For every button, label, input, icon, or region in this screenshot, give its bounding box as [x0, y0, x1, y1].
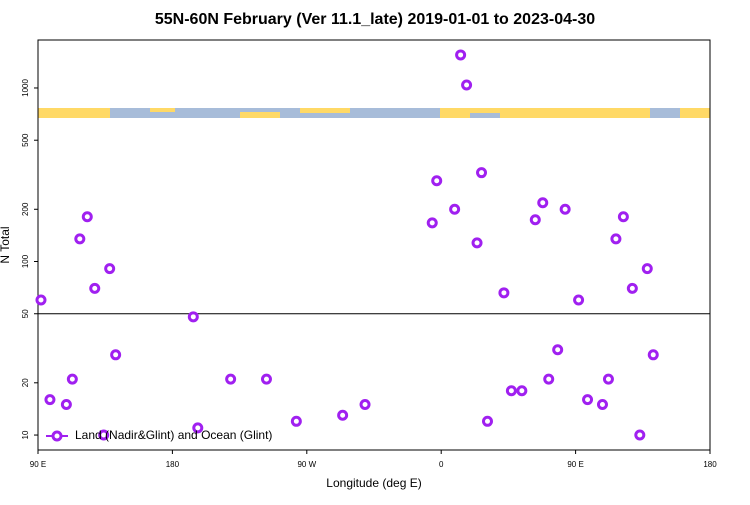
data-point — [455, 49, 467, 61]
data-point — [543, 373, 555, 385]
data-point — [516, 385, 528, 397]
y-tick-label: 1000 — [21, 79, 30, 97]
data-point — [225, 373, 237, 385]
y-axis-label: N Total — [0, 226, 12, 263]
data-point — [537, 197, 549, 209]
map-ocean — [470, 113, 500, 118]
x-tick-label: 90 W — [297, 460, 316, 469]
y-tick-label: 20 — [21, 378, 30, 387]
data-point — [89, 282, 101, 294]
data-point — [505, 385, 517, 397]
data-point — [617, 211, 629, 223]
x-tick-label: 180 — [166, 460, 180, 469]
y-tick-label: 500 — [21, 133, 30, 147]
x-tick-label: 90 E — [567, 460, 583, 469]
data-point — [481, 415, 493, 427]
data-point — [641, 263, 653, 275]
legend-marker — [51, 430, 63, 442]
data-point — [552, 344, 564, 356]
data-point — [582, 394, 594, 406]
map-land — [300, 108, 350, 113]
data-point — [290, 415, 302, 427]
data-point — [610, 233, 622, 245]
data-point — [596, 398, 608, 410]
data-point — [634, 429, 646, 441]
data-point — [461, 79, 473, 91]
map-ocean — [38, 108, 710, 118]
map-strip — [38, 108, 710, 118]
data-point — [104, 263, 116, 275]
x-axis-label: Longitude (deg E) — [326, 476, 421, 490]
plot-frame — [37, 39, 711, 451]
data-point — [44, 394, 56, 406]
data-point — [260, 373, 272, 385]
data-point — [647, 349, 659, 361]
y-tick-label: 100 — [21, 254, 30, 268]
y-tick-label: 10 — [21, 430, 30, 439]
x-tick-label: 90 E — [30, 460, 46, 469]
data-point — [476, 167, 488, 179]
data-point — [626, 282, 638, 294]
data-point — [192, 422, 204, 434]
y-tick-label: 200 — [21, 202, 30, 216]
data-point — [35, 294, 47, 306]
map-land — [38, 108, 110, 118]
map-land — [150, 108, 175, 112]
data-point — [60, 398, 72, 410]
data-point — [66, 373, 78, 385]
data-point — [187, 311, 199, 323]
data-point — [426, 217, 438, 229]
data-point — [431, 175, 443, 187]
data-point — [529, 214, 541, 226]
data-point — [559, 203, 571, 215]
chart-title: 55N-60N February (Ver 11.1_late) 2019-01… — [155, 11, 595, 28]
data-point — [74, 233, 86, 245]
data-point — [471, 237, 483, 249]
data-point — [573, 294, 585, 306]
data-point — [110, 349, 122, 361]
x-tick-label: 180 — [703, 460, 717, 469]
data-point — [449, 203, 461, 215]
data-point — [98, 429, 110, 441]
data-point — [337, 409, 349, 421]
legend-item: Land (Nadir&Glint) and Ocean (Glint) — [46, 428, 272, 442]
data-point — [81, 211, 93, 223]
legend-label: Land (Nadir&Glint) and Ocean (Glint) — [75, 428, 272, 442]
data-point — [602, 373, 614, 385]
y-tick-label: 50 — [21, 309, 30, 318]
map-land — [440, 108, 650, 118]
map-land — [240, 112, 280, 118]
x-tick-label: 0 — [439, 460, 444, 469]
data-point — [359, 398, 371, 410]
map-land — [680, 108, 710, 118]
data-point — [498, 287, 510, 299]
